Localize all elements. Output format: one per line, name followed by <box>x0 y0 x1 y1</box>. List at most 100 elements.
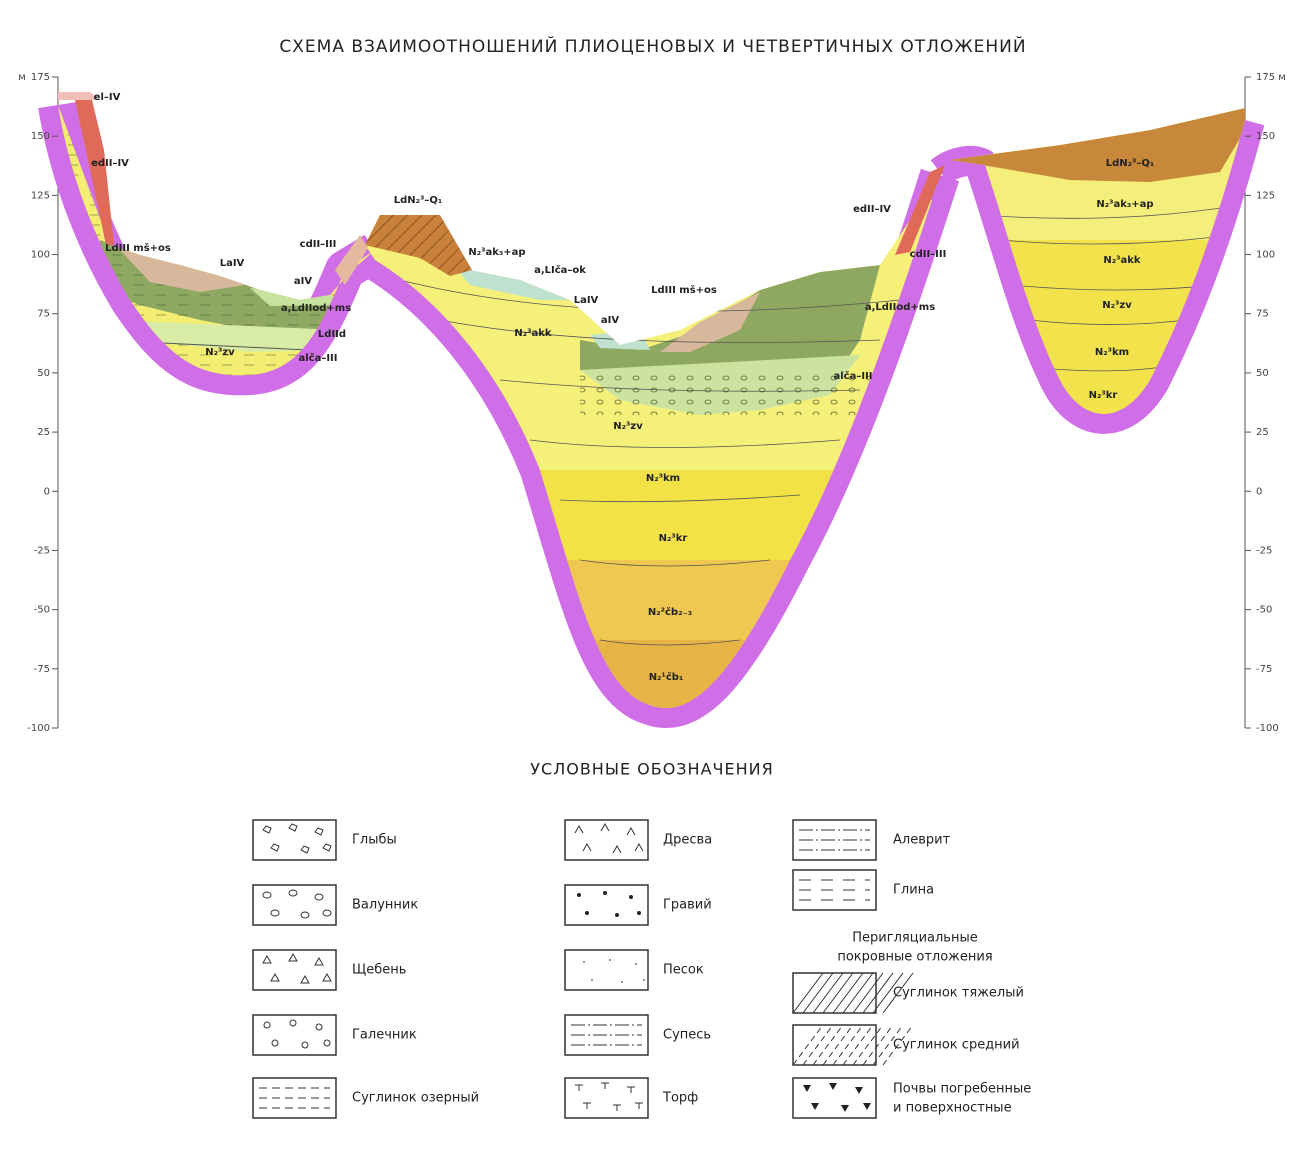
symbol <box>322 972 332 982</box>
symbol <box>635 963 637 965</box>
layer-label: N₂³zv <box>1102 300 1132 311</box>
tick-label: 0 <box>1256 486 1262 497</box>
layer-label: a,LdIIod+ms <box>865 302 935 313</box>
symbol <box>852 972 884 1014</box>
layer-label: LdN₂³–Q₁ <box>1106 158 1155 169</box>
tick-label: 75 <box>1256 309 1269 320</box>
layer-label: N₂³ak₃+ap <box>1096 199 1153 210</box>
tick-label: 25 <box>37 427 50 438</box>
layer-label: N₂¹čb₁ <box>649 671 684 683</box>
symbol <box>315 1023 323 1031</box>
symbol <box>263 1021 271 1029</box>
legend-item: Дресва <box>564 819 712 861</box>
title: СХЕМА ВЗАИМООТНОШЕНИЙ ПЛИОЦЕНОВЫХ И ЧЕТВ… <box>279 35 1026 57</box>
tick-label: 50 <box>1256 368 1269 379</box>
ed-strip <box>895 165 945 255</box>
symbol <box>583 961 585 963</box>
symbol <box>863 1103 871 1110</box>
tick-label: -50 <box>34 605 50 616</box>
symbol <box>270 972 280 982</box>
symbol <box>300 974 310 984</box>
layer-label: N₂³km <box>1095 347 1129 358</box>
legend-label: Галечник <box>352 1028 417 1043</box>
symbol <box>300 845 310 854</box>
legend-label: Щебень <box>352 963 406 978</box>
symbol <box>822 972 854 1014</box>
legend-item: Щебень <box>252 949 406 991</box>
central-valley <box>365 200 940 709</box>
symbol <box>323 1039 331 1047</box>
tick-label: -75 <box>34 664 50 675</box>
legend-subheading: Перигляциальные <box>852 931 977 946</box>
legend-item: Торф <box>564 1077 698 1119</box>
symbol <box>270 843 280 852</box>
legend-item: Суглинок средний <box>792 1024 1020 1066</box>
layer-label: N₂³akk <box>514 328 552 339</box>
symbol <box>615 913 619 917</box>
symbol <box>627 1086 635 1093</box>
symbol <box>262 954 272 964</box>
symbol <box>314 827 324 836</box>
symbol <box>271 1039 279 1047</box>
symbol <box>841 1105 849 1112</box>
legend-label: Дресва <box>663 833 712 848</box>
symbol <box>314 956 324 966</box>
symbol <box>582 842 592 852</box>
legend-item: Глина <box>792 869 934 911</box>
legend-label: Суглинок тяжелый <box>893 986 1024 1001</box>
symbol <box>288 889 298 897</box>
tick-label: 100 <box>31 250 50 261</box>
symbol <box>629 895 633 899</box>
symbol <box>803 1085 811 1092</box>
symbol <box>621 981 623 983</box>
symbol <box>577 893 581 897</box>
symbol <box>822 1024 854 1066</box>
legend-label: Алеврит <box>893 833 951 848</box>
legend-swatch <box>252 884 337 926</box>
symbol <box>792 972 824 1014</box>
legend-item: Алеврит <box>792 819 951 861</box>
layer-label: N₂³zv <box>613 421 643 432</box>
symbol <box>832 972 864 1014</box>
tick-label: 50 <box>37 368 50 379</box>
legend-item: Галечник <box>252 1014 417 1056</box>
left-valley <box>58 105 375 376</box>
legend-label: Почвы погребенные <box>893 1082 1031 1097</box>
symbol <box>855 1087 863 1094</box>
layer-label: edII–IV <box>853 204 891 215</box>
symbol <box>811 1103 819 1110</box>
layer-label: LdIId <box>318 329 346 340</box>
layer-label: LaIV <box>220 258 245 269</box>
symbol <box>601 1082 609 1089</box>
axis-unit: м <box>18 72 26 83</box>
symbol <box>600 822 610 832</box>
symbol <box>829 1083 837 1090</box>
symbol <box>613 1104 621 1111</box>
layer-label: LdN₂³–Q₁ <box>394 195 443 206</box>
symbol <box>635 1102 643 1109</box>
layer-label: N₂³km <box>646 473 680 484</box>
symbol <box>591 979 593 981</box>
layer-label: aIV <box>294 276 312 287</box>
symbol <box>612 844 622 854</box>
layer-label: alča–III <box>833 370 872 382</box>
layer-label: edII–IV <box>91 158 129 169</box>
legend-label: Гравий <box>663 898 712 913</box>
symbol <box>842 972 874 1014</box>
tick-label: -100 <box>1256 723 1279 734</box>
symbol <box>812 1024 844 1066</box>
layer-label: cdII–III <box>300 239 337 250</box>
legend-label: Валунник <box>352 898 418 913</box>
tick-label: 75 <box>37 309 50 320</box>
symbol <box>842 1024 874 1066</box>
tick-label: 150 <box>31 131 50 142</box>
layer-label: el–IV <box>94 92 121 103</box>
tick-label: -25 <box>1256 545 1272 556</box>
symbol <box>322 843 332 852</box>
layer-label: N₂³ak₃+ap <box>468 247 525 258</box>
legend-item: Суглинок озерный <box>252 1077 479 1119</box>
tick-label: 100 <box>1256 250 1275 261</box>
layer-label: LaIV <box>574 295 599 306</box>
layer-label: N₂²čb₂₋₃ <box>648 606 692 618</box>
